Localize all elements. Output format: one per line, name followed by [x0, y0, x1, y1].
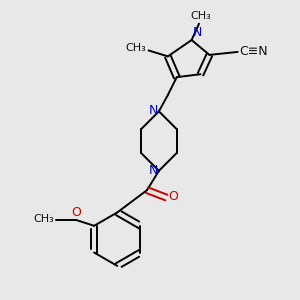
Text: CH₃: CH₃: [125, 44, 146, 53]
Text: CH₃: CH₃: [190, 11, 211, 21]
Text: O: O: [71, 206, 81, 219]
Text: CH₃: CH₃: [34, 214, 54, 224]
Text: N: N: [193, 26, 202, 38]
Text: C≡N: C≡N: [239, 45, 268, 58]
Text: O: O: [168, 190, 178, 203]
Text: N: N: [149, 164, 158, 177]
Text: N: N: [149, 104, 158, 117]
